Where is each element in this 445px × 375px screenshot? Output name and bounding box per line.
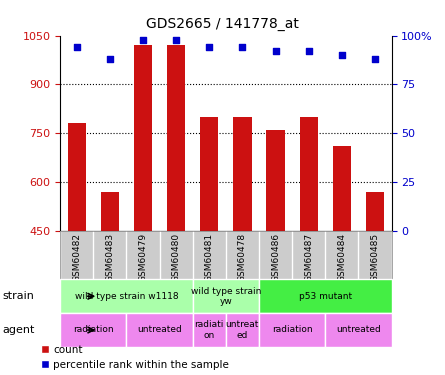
Bar xyxy=(60,313,126,347)
Bar xyxy=(167,45,185,231)
Bar xyxy=(193,279,259,313)
Bar xyxy=(325,313,392,347)
Bar xyxy=(226,313,259,347)
Bar xyxy=(233,117,251,231)
Text: agent: agent xyxy=(2,325,35,335)
Text: GSM60486: GSM60486 xyxy=(271,233,280,282)
Text: GSM60482: GSM60482 xyxy=(72,233,81,282)
Bar xyxy=(259,279,392,313)
Text: GSM60481: GSM60481 xyxy=(205,233,214,282)
Text: strain: strain xyxy=(2,291,34,301)
Bar xyxy=(366,192,384,231)
Text: wild type strain
yw: wild type strain yw xyxy=(190,286,261,306)
Bar xyxy=(126,313,193,347)
Text: GSM60478: GSM60478 xyxy=(238,233,247,282)
Point xyxy=(239,44,246,50)
Text: GDS2665 / 141778_at: GDS2665 / 141778_at xyxy=(146,17,299,31)
Text: wild type strain w1118: wild type strain w1118 xyxy=(75,292,178,301)
Text: GSM60479: GSM60479 xyxy=(138,233,147,282)
Bar xyxy=(101,192,119,231)
Legend: count, percentile rank within the sample: count, percentile rank within the sample xyxy=(41,345,229,370)
Bar xyxy=(333,146,351,231)
Point xyxy=(173,36,180,42)
Text: untreat
ed: untreat ed xyxy=(226,320,259,340)
Bar xyxy=(193,313,226,347)
Point xyxy=(338,52,345,58)
Point xyxy=(272,48,279,54)
Text: GSM60483: GSM60483 xyxy=(105,233,114,282)
Point xyxy=(206,44,213,50)
Point xyxy=(106,56,113,62)
Bar xyxy=(267,130,285,231)
Point xyxy=(372,56,379,62)
Text: radiation: radiation xyxy=(73,326,113,334)
Text: GSM60487: GSM60487 xyxy=(304,233,313,282)
Bar xyxy=(68,123,86,231)
Point xyxy=(305,48,312,54)
Text: radiati
on: radiati on xyxy=(194,320,224,340)
Bar xyxy=(60,279,193,313)
Text: radiation: radiation xyxy=(272,326,312,334)
Text: untreated: untreated xyxy=(336,326,381,334)
Bar xyxy=(200,117,218,231)
Text: untreated: untreated xyxy=(137,326,182,334)
Point xyxy=(73,44,80,50)
Bar xyxy=(259,313,325,347)
Text: GSM60484: GSM60484 xyxy=(337,233,346,282)
Bar xyxy=(299,117,318,231)
Bar xyxy=(134,45,152,231)
Text: GSM60480: GSM60480 xyxy=(172,233,181,282)
Point xyxy=(139,36,146,42)
Text: GSM60485: GSM60485 xyxy=(371,233,380,282)
Text: p53 mutant: p53 mutant xyxy=(299,292,352,301)
